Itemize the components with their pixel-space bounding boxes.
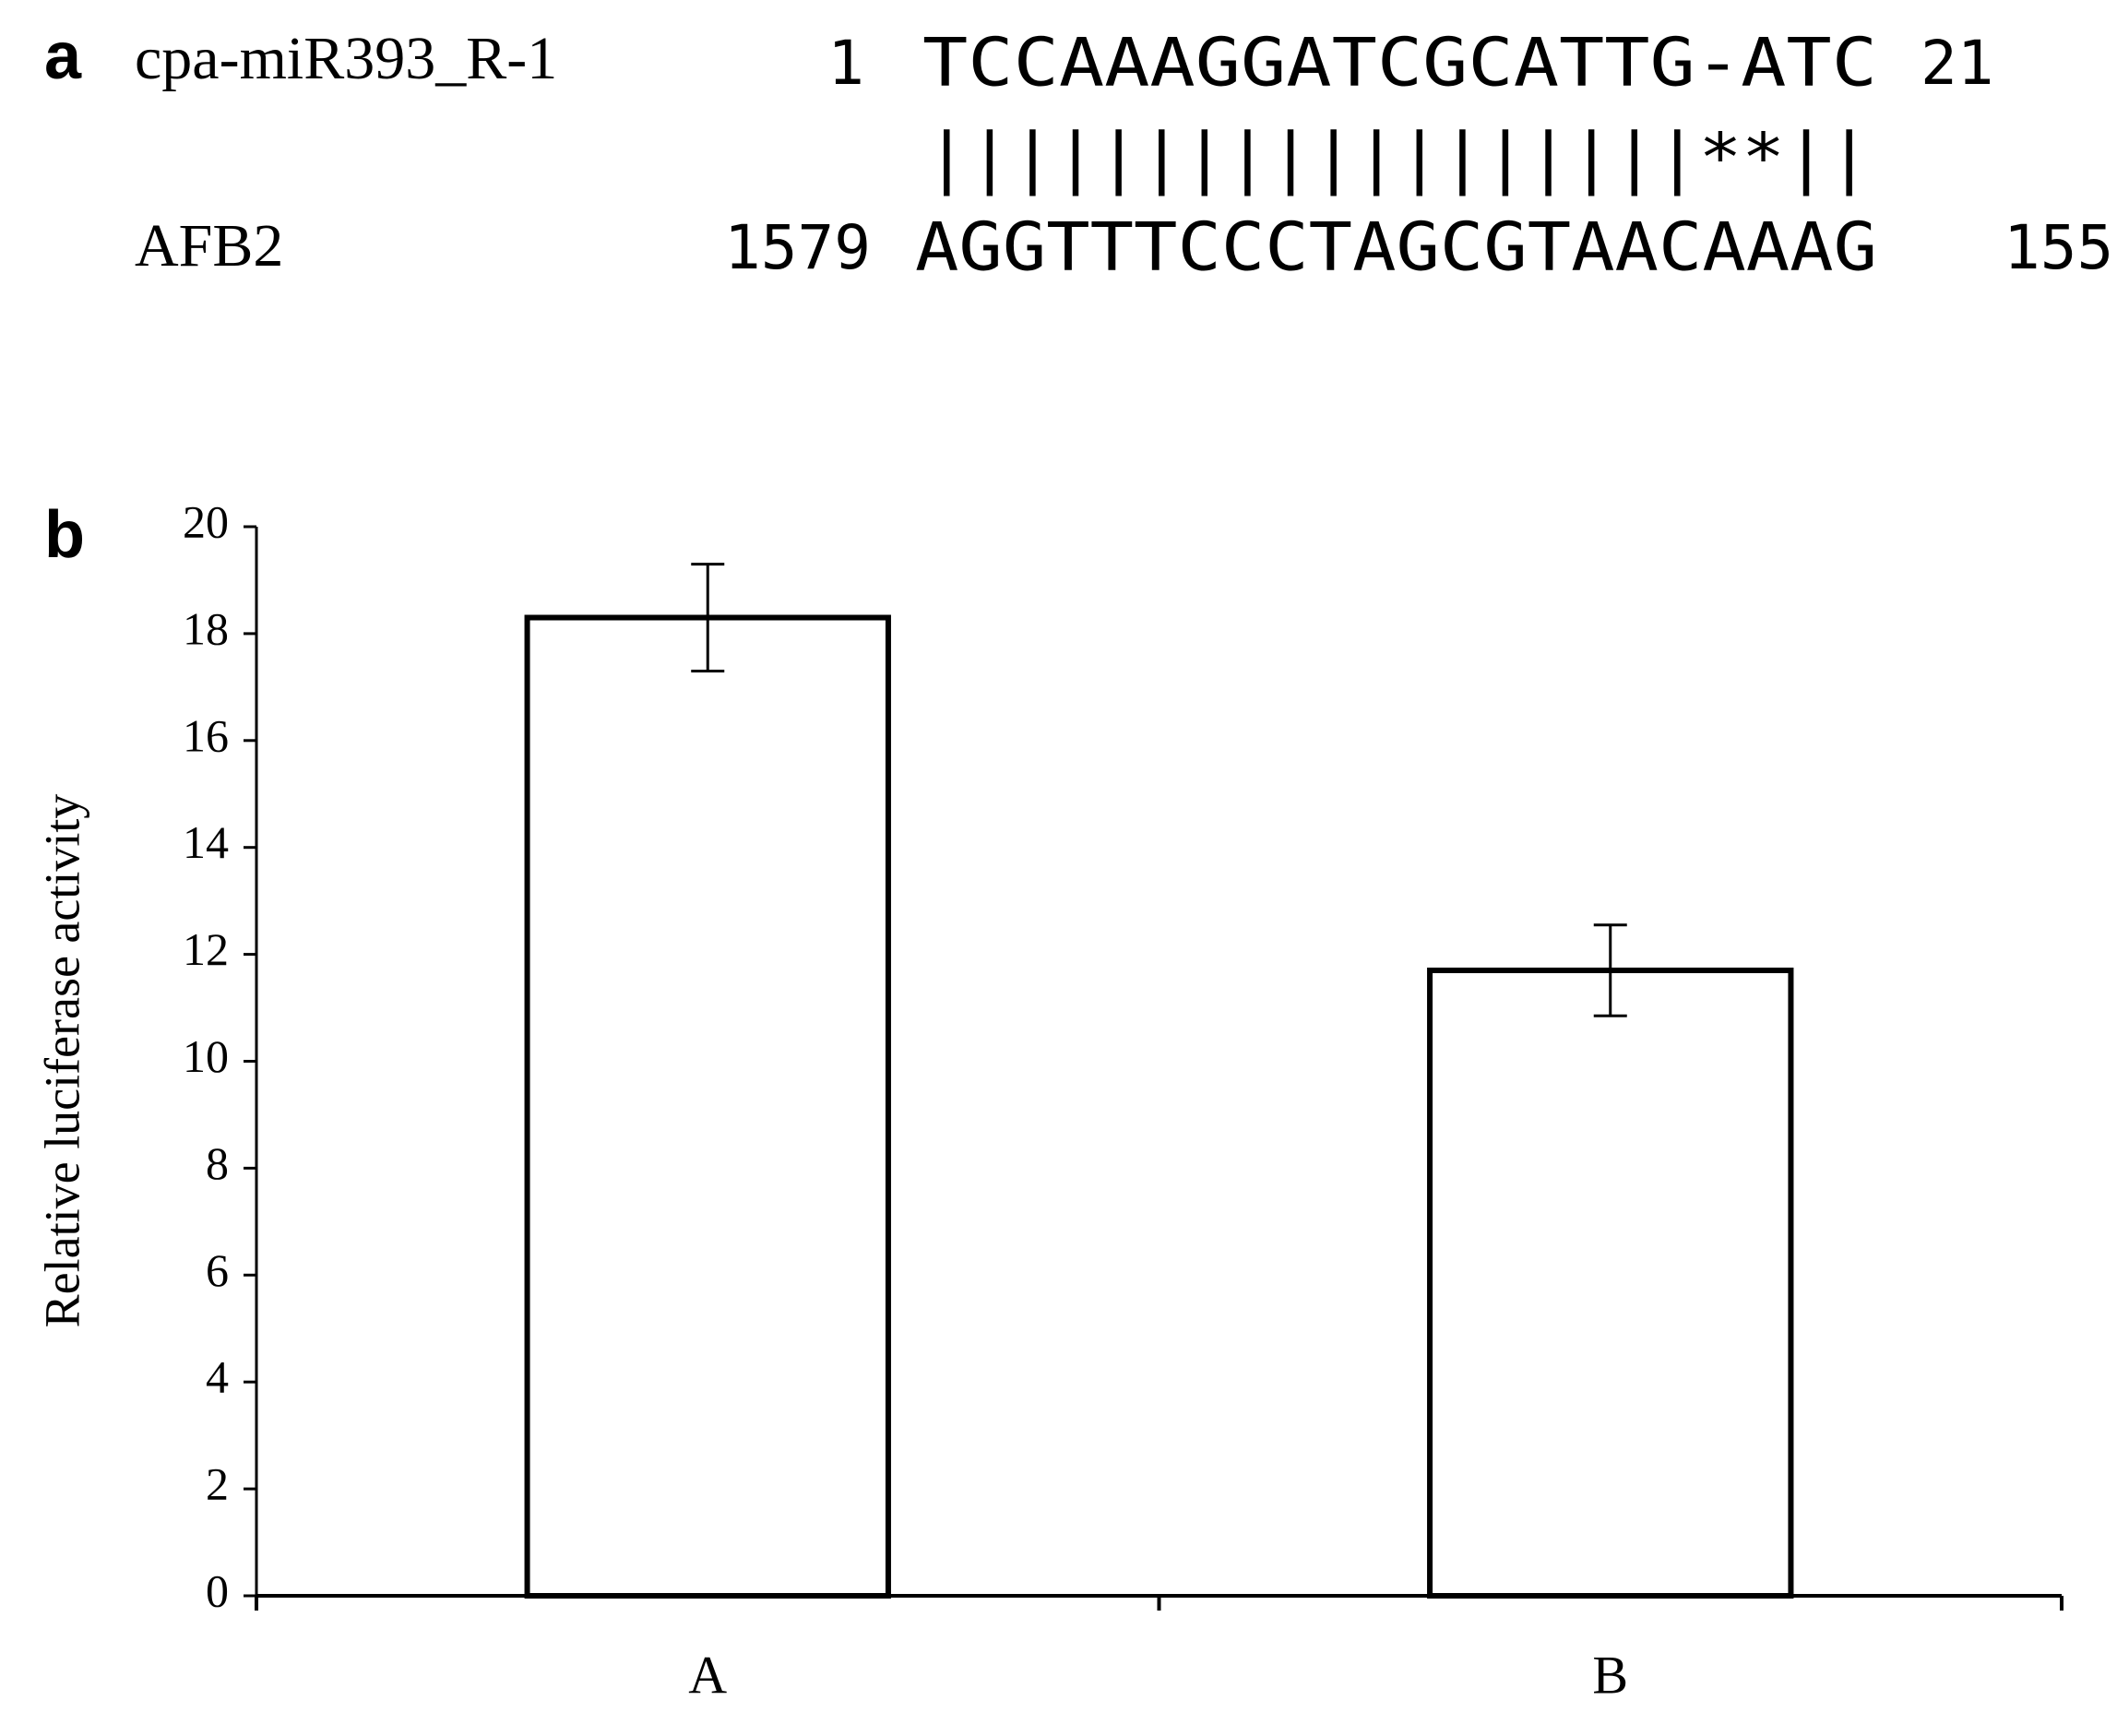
x-tick-label: A (688, 1645, 727, 1705)
panel-label: b (44, 498, 85, 572)
y-tick-label: 14 (183, 816, 229, 868)
error-bar (691, 563, 725, 672)
query-name: cpa-miR393_R-1 (135, 25, 557, 92)
target-name: AFB2 (135, 212, 283, 279)
y-tick-label: 10 (183, 1030, 229, 1082)
y-tick-label: 20 (183, 495, 229, 547)
query-sequence: TCCAAAGGATCGCATTG-ATC (922, 24, 1877, 101)
panel-label: a (44, 19, 82, 93)
y-tick-label: 2 (206, 1458, 229, 1510)
x-tick-label: B (1592, 1645, 1628, 1705)
bar (1427, 967, 1794, 1599)
query-end: 21 (1921, 28, 1993, 99)
target-sequence: AGGTTTCCCTAGCGTAACAAAG (915, 208, 1877, 286)
target-start: 1579 (724, 212, 871, 283)
match-line: ||||||||||||||||||**|| (925, 119, 1871, 197)
y-axis-label: Relative luciferase activity (34, 794, 89, 1328)
y-tick-label: 12 (183, 923, 229, 975)
y-tick-label: 18 (183, 602, 229, 654)
y-tick-label: 4 (206, 1351, 229, 1403)
bar (524, 614, 891, 1599)
y-tick-label: 6 (206, 1244, 229, 1296)
y-tick-label: 8 (206, 1137, 229, 1189)
query-start: 1 (827, 28, 864, 99)
error-bar (1593, 923, 1627, 1017)
y-tick-label: 0 (206, 1564, 229, 1616)
target-end: 1558 (2004, 212, 2117, 283)
y-tick-label: 16 (183, 709, 229, 761)
